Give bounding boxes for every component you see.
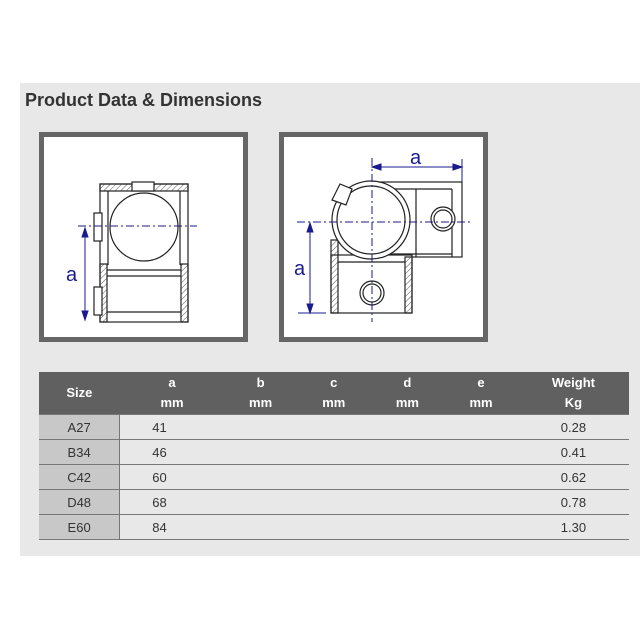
cell-b bbox=[224, 439, 297, 465]
header-unit: mm bbox=[322, 395, 346, 410]
cell-d bbox=[370, 414, 445, 440]
header-label: c bbox=[330, 375, 338, 390]
cell-a: 41 bbox=[119, 414, 225, 440]
cell-e bbox=[444, 464, 518, 490]
header-unit: Kg bbox=[564, 395, 583, 410]
cell-d bbox=[370, 439, 445, 465]
drawing-top-view: a a bbox=[279, 132, 488, 342]
cell-c bbox=[296, 514, 371, 540]
cell-a: 46 bbox=[119, 439, 225, 465]
header-a: a mm bbox=[119, 372, 225, 415]
dimensions-table: Size a mm b mm c mm d mm e mm Weight Kg A27 41 0… bbox=[39, 372, 629, 540]
cell-d bbox=[370, 464, 445, 490]
table-row: A27 41 0.28 bbox=[39, 414, 629, 440]
fitting-side-drawing: a bbox=[66, 181, 197, 323]
drawing-side-view: a bbox=[39, 132, 248, 342]
cell-c bbox=[296, 414, 371, 440]
cell-size: E60 bbox=[39, 514, 121, 540]
dimension-label-a-horizontal: a bbox=[410, 147, 422, 169]
header-label: Size bbox=[66, 385, 93, 400]
cell-weight: 0.41 bbox=[517, 439, 629, 465]
header-e: e mm bbox=[444, 372, 518, 415]
header-label: a bbox=[168, 375, 176, 390]
cell-weight: 0.78 bbox=[517, 489, 629, 515]
table-row: C42 60 0.62 bbox=[39, 464, 629, 490]
cell-a: 68 bbox=[119, 489, 225, 515]
fitting-top-drawing: a a bbox=[294, 147, 472, 322]
cell-size: C42 bbox=[39, 464, 121, 490]
header-unit: mm bbox=[160, 395, 184, 410]
cell-b bbox=[224, 489, 297, 515]
header-size: Size bbox=[39, 372, 120, 415]
header-unit: mm bbox=[395, 395, 419, 410]
cell-a: 60 bbox=[119, 464, 225, 490]
table-header-row: Size a mm b mm c mm d mm e mm Weight Kg bbox=[39, 372, 629, 415]
cell-e bbox=[444, 514, 518, 540]
dimension-label-a: a bbox=[66, 264, 78, 286]
header-b: b mm bbox=[224, 372, 297, 415]
cell-c bbox=[296, 464, 371, 490]
cell-b bbox=[224, 414, 297, 440]
header-label: b bbox=[256, 375, 265, 390]
header-label: e bbox=[477, 375, 485, 390]
cell-weight: 1.30 bbox=[517, 514, 629, 540]
table-row: B34 46 0.41 bbox=[39, 439, 629, 465]
cell-d bbox=[370, 489, 445, 515]
table-row: E60 84 1.30 bbox=[39, 514, 629, 540]
cell-size: A27 bbox=[39, 414, 121, 440]
cell-a: 84 bbox=[119, 514, 225, 540]
dimension-label-a-vertical: a bbox=[294, 258, 306, 280]
cell-d bbox=[370, 514, 445, 540]
cell-b bbox=[224, 464, 297, 490]
cell-e bbox=[444, 489, 518, 515]
cell-weight: 0.62 bbox=[517, 464, 629, 490]
section-title: Product Data & Dimensions bbox=[25, 90, 263, 110]
cell-size: B34 bbox=[39, 439, 121, 465]
cell-e bbox=[444, 414, 518, 440]
header-label: d bbox=[403, 375, 412, 390]
cell-c bbox=[296, 489, 371, 515]
cell-weight: 0.28 bbox=[517, 414, 629, 440]
header-d: d mm bbox=[370, 372, 445, 415]
table-row: D48 68 0.78 bbox=[39, 489, 629, 515]
cell-b bbox=[224, 514, 297, 540]
header-unit: mm bbox=[249, 395, 273, 410]
cell-c bbox=[296, 439, 371, 465]
header-unit: mm bbox=[469, 395, 493, 410]
header-c: c mm bbox=[296, 372, 371, 415]
header-weight: Weight Kg bbox=[517, 372, 629, 415]
cell-size: D48 bbox=[39, 489, 121, 515]
header-label: Weight bbox=[551, 375, 595, 390]
cell-e bbox=[444, 439, 518, 465]
